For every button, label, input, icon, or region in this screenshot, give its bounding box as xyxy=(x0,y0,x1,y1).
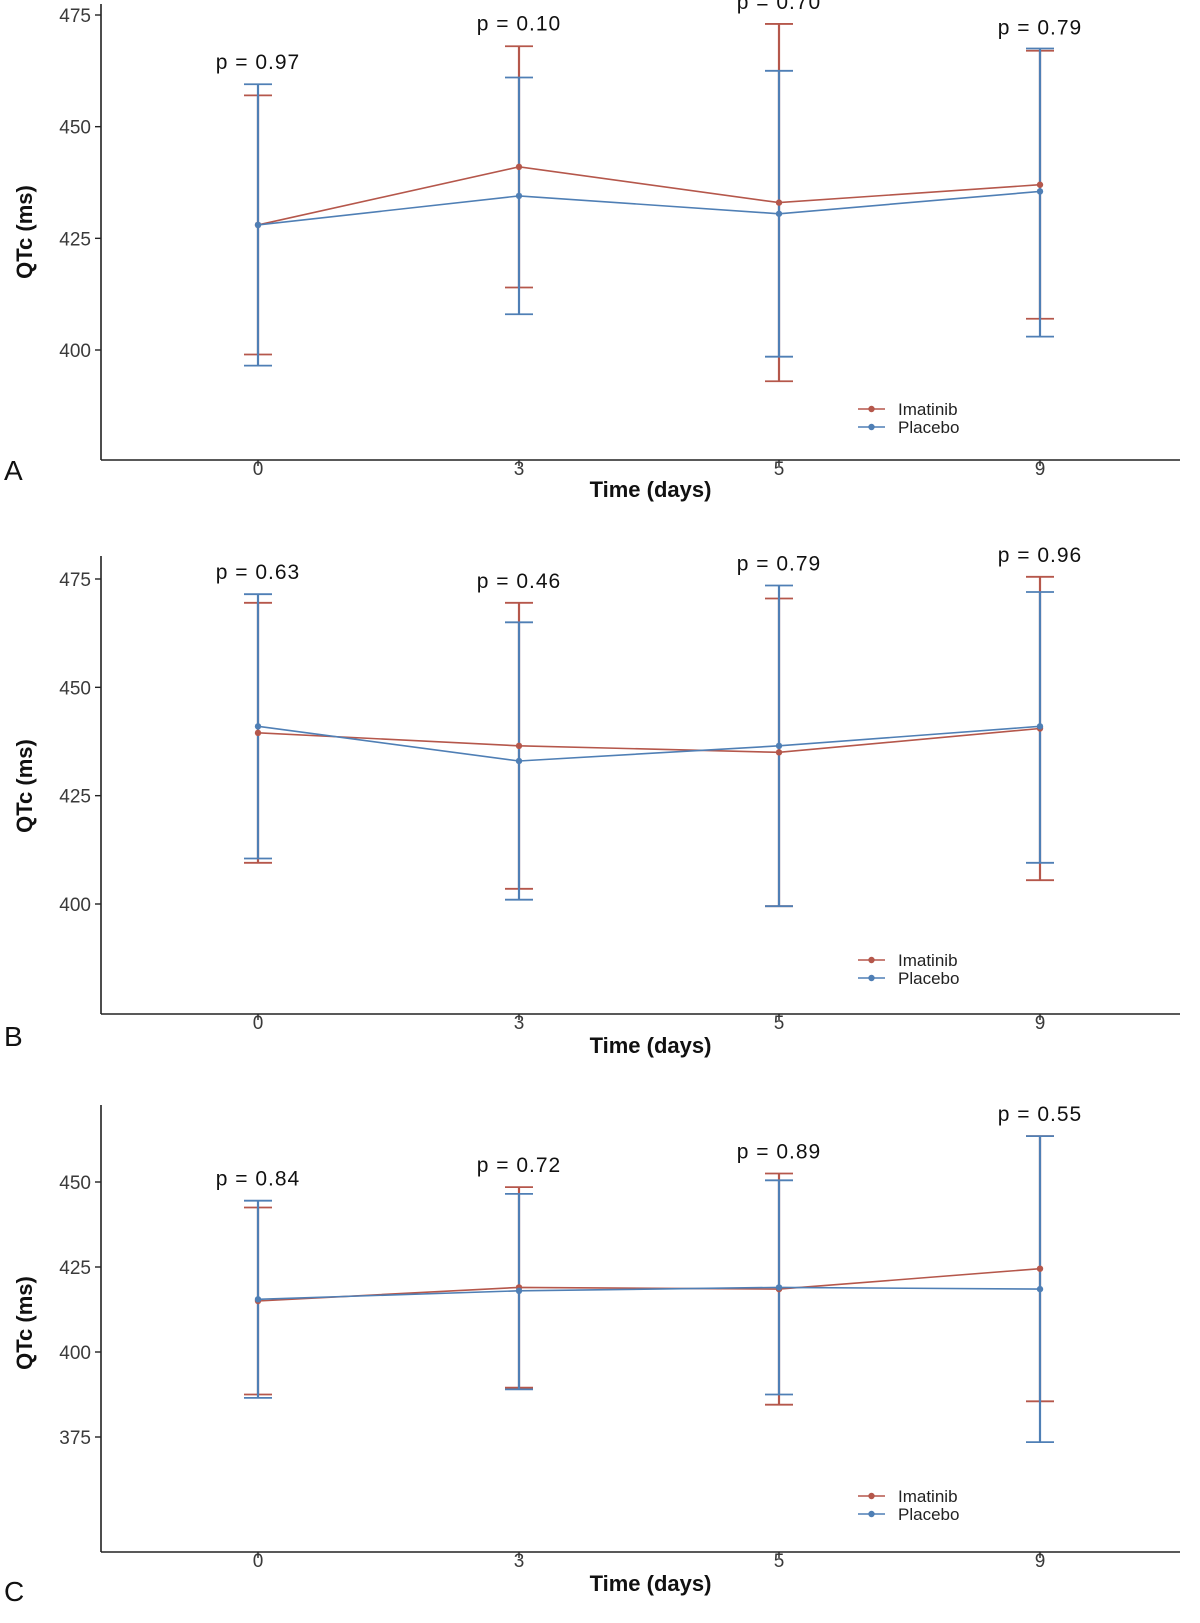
x-tick-label: 3 xyxy=(514,1551,525,1572)
chart-a-svg: 400 425 450 475 0 3 5 9 Time (days) QTc (ms) Ap = … xyxy=(4,0,1180,502)
data-point-placebo xyxy=(515,757,523,765)
x-tick-label: 0 xyxy=(253,459,264,480)
p-value-label: p = 0.10 xyxy=(477,12,561,35)
y-tick-label: 475 xyxy=(59,6,91,27)
p-value-label: p = 0.97 xyxy=(216,51,300,74)
legend-label-placebo: Placebo xyxy=(898,418,959,437)
y-tick-label: 400 xyxy=(59,1343,91,1364)
p-value-label: p = 0.79 xyxy=(737,553,821,576)
data-point-placebo xyxy=(775,742,783,750)
y-tick-label: 450 xyxy=(59,1173,91,1194)
series-line-imatinib xyxy=(257,1267,1041,1302)
p-value-label: p = 0.72 xyxy=(477,1154,561,1177)
p-value-label: p = 0.79 xyxy=(998,17,1082,40)
series-line-placebo xyxy=(257,1286,1041,1301)
legend-key-point-imatinib xyxy=(868,1492,875,1500)
x-tick-label: 9 xyxy=(1035,459,1046,480)
legend-label-placebo: Placebo xyxy=(898,969,959,988)
data-point-placebo xyxy=(515,192,523,200)
data-point-imatinib xyxy=(254,729,262,737)
data-point-placebo xyxy=(1036,1285,1044,1293)
legend-label-imatinib: Imatinib xyxy=(898,400,958,419)
x-tick-label: 9 xyxy=(1035,1013,1046,1034)
legend-key-point-placebo xyxy=(868,974,875,982)
p-value-label: p = 0.70 xyxy=(737,0,821,14)
x-tick-label: 5 xyxy=(774,459,785,480)
legend-key-point-placebo xyxy=(868,1510,875,1518)
y-tick-label: 450 xyxy=(59,678,91,699)
p-value-label: p = 0.84 xyxy=(216,1168,300,1191)
data-point-imatinib xyxy=(515,163,523,171)
p-value-label: p = 0.55 xyxy=(998,1103,1082,1126)
x-tick-label: 3 xyxy=(514,1013,525,1034)
series-line-placebo xyxy=(257,190,1041,226)
y-tick-label: 425 xyxy=(59,229,91,250)
data-point-imatinib xyxy=(775,749,783,756)
series-line-imatinib xyxy=(257,727,1041,754)
legend-key-point-placebo xyxy=(868,423,875,431)
y-axis-title: QTc (ms) xyxy=(12,185,37,279)
x-tick-label: 5 xyxy=(774,1013,785,1034)
data-point-placebo xyxy=(775,210,783,217)
legend-label-imatinib: Imatinib xyxy=(898,1487,958,1506)
y-tick-label: 475 xyxy=(59,570,91,591)
x-tick-label: 9 xyxy=(1035,1551,1046,1572)
data-point-placebo xyxy=(775,1284,783,1291)
data-point-imatinib xyxy=(775,199,783,206)
y-axis-title: QTc (ms) xyxy=(12,739,37,833)
data-point-placebo xyxy=(515,1287,523,1294)
data-point-placebo xyxy=(254,723,262,730)
series-line-imatinib xyxy=(257,166,1041,226)
y-tick-label: 400 xyxy=(59,895,91,916)
legend-key-point-imatinib xyxy=(868,956,875,964)
y-tick-label: 425 xyxy=(59,787,91,808)
y-tick-label: 375 xyxy=(59,1428,91,1449)
p-value-label: p = 0.96 xyxy=(998,544,1082,567)
x-axis-title: Time (days) xyxy=(590,1571,712,1596)
data-point-imatinib xyxy=(1036,1265,1044,1272)
series-line-placebo xyxy=(257,725,1041,762)
data-point-placebo xyxy=(254,1296,262,1303)
x-tick-label: 3 xyxy=(514,459,525,480)
p-value-label: p = 0.89 xyxy=(737,1141,821,1164)
legend-label-imatinib: Imatinib xyxy=(898,951,958,970)
p-value-label: p = 0.46 xyxy=(477,570,561,593)
x-axis-title: Time (days) xyxy=(590,1033,712,1058)
data-point-imatinib xyxy=(515,742,523,750)
legend-label-placebo: Placebo xyxy=(898,1505,959,1524)
y-tick-label: 425 xyxy=(59,1258,91,1279)
y-tick-label: 450 xyxy=(59,118,91,139)
chart-c-svg: 375 400 425 450 0 3 5 9 Time (days) QTc (ms) Cp = … xyxy=(4,1103,1180,1607)
legend-key-point-imatinib xyxy=(868,405,875,413)
data-point-imatinib xyxy=(1036,181,1044,188)
x-tick-label: 0 xyxy=(253,1013,264,1034)
panel-label-a: A xyxy=(4,455,23,486)
data-point-placebo xyxy=(1036,188,1044,195)
y-tick-label: 400 xyxy=(59,341,91,362)
chart-b-svg: 400 425 450 475 0 3 5 9 Time (days) QTc (ms) Bp = … xyxy=(4,544,1180,1058)
x-tick-label: 0 xyxy=(253,1551,264,1572)
p-value-label: p = 0.63 xyxy=(216,561,300,584)
x-axis-title: Time (days) xyxy=(590,477,712,502)
x-tick-label: 5 xyxy=(774,1551,785,1572)
y-axis-title: QTc (ms) xyxy=(12,1276,37,1370)
data-point-placebo xyxy=(1036,723,1044,730)
panel-label-c: C xyxy=(4,1576,24,1607)
panel-label-b: B xyxy=(4,1021,23,1052)
data-point-placebo xyxy=(254,221,262,229)
